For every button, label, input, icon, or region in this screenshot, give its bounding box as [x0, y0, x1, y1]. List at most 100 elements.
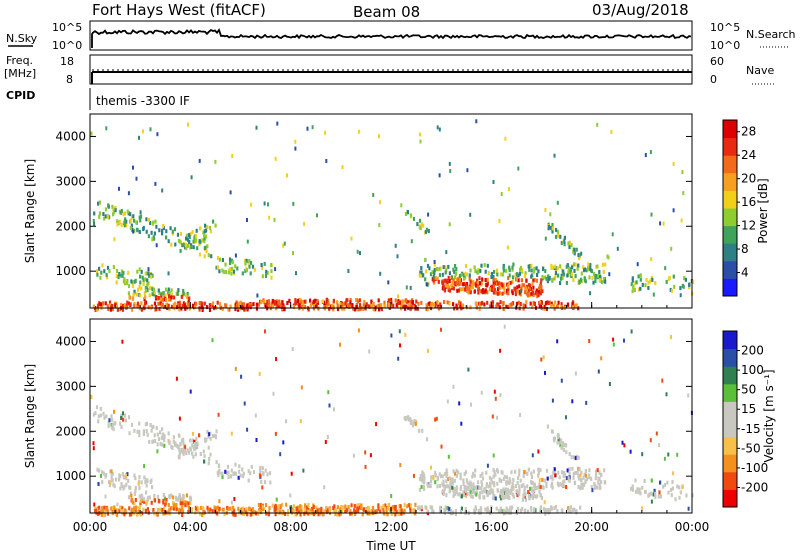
range-gate-cell — [539, 291, 542, 296]
range-gate-cell — [185, 500, 188, 505]
range-gate-cell — [687, 506, 690, 511]
range-gate-cell — [458, 492, 461, 497]
range-gate-cell — [250, 464, 253, 469]
range-gate-cell — [234, 512, 237, 517]
range-gate-cell — [114, 509, 117, 514]
range-gate-cell — [361, 512, 364, 517]
range-gate-cell — [315, 505, 318, 510]
range-gate-cell — [594, 275, 597, 280]
range-gate-cell — [267, 202, 269, 207]
range-gate-cell — [264, 503, 268, 507]
range-gate-cell — [183, 245, 187, 250]
range-gate-cell — [150, 500, 153, 505]
range-gate-cell — [636, 262, 639, 267]
range-gate-cell — [257, 508, 261, 513]
range-gate-cell — [462, 282, 465, 287]
range-gate-cell — [470, 402, 472, 407]
range-gate-cell — [234, 307, 237, 312]
range-gate-cell — [516, 285, 519, 290]
range-gate-cell — [537, 485, 540, 490]
range-gate-cell — [688, 285, 691, 290]
range-gate-cell — [120, 269, 124, 274]
range-gate-cell — [589, 266, 592, 271]
y-tick-label: 2000 — [55, 219, 86, 233]
range-gate-cell — [212, 219, 215, 224]
range-gate-cell — [408, 503, 411, 508]
range-gate-cell — [155, 511, 158, 516]
range-gate-cell — [474, 281, 477, 286]
range-gate-cell — [492, 290, 495, 295]
range-gate-cell — [279, 504, 282, 509]
range-gate-cell — [483, 263, 486, 268]
range-gate-cell — [288, 298, 291, 303]
range-gate-cell — [339, 302, 342, 306]
range-gate-cell — [181, 513, 184, 517]
range-gate-cell — [460, 506, 463, 511]
range-gate-cell — [153, 433, 156, 438]
range-gate-cell — [412, 216, 416, 221]
range-gate-cell — [502, 508, 505, 513]
range-gate-cell — [120, 222, 123, 227]
range-gate-cell — [183, 445, 187, 450]
range-gate-cell — [312, 300, 315, 304]
range-gate-cell — [216, 256, 220, 261]
range-gate-cell — [201, 513, 204, 517]
range-gate-cell — [454, 509, 458, 513]
range-gate-cell — [543, 500, 546, 505]
range-gate-cell — [113, 409, 116, 414]
range-gate-cell — [395, 303, 398, 308]
range-gate-cell — [259, 473, 262, 478]
range-gate-cell — [302, 468, 305, 473]
range-gate-cell — [333, 407, 335, 412]
range-gate-cell — [138, 433, 141, 438]
range-gate-cell — [530, 291, 533, 296]
range-gate-cell — [177, 455, 180, 459]
range-gate-cell — [107, 307, 110, 311]
range-gate-cell — [508, 281, 511, 286]
range-gate-cell — [292, 251, 294, 255]
range-gate-cell — [416, 222, 419, 227]
range-gate-cell — [568, 240, 571, 245]
range-gate-cell — [498, 218, 501, 223]
range-gate-cell — [548, 509, 551, 513]
range-gate-cell — [527, 490, 530, 495]
colorbar-segment — [723, 137, 737, 156]
range-gate-cell — [192, 245, 195, 250]
range-gate-cell — [562, 474, 565, 479]
range-gate-cell — [146, 282, 149, 287]
range-gate-cell — [138, 429, 141, 434]
range-gate-cell — [523, 470, 526, 474]
range-gate-cell — [475, 490, 478, 495]
range-gate-cell — [491, 480, 494, 485]
range-gate-cell — [123, 303, 126, 308]
range-gate-cell — [135, 220, 138, 225]
range-gate-cell — [138, 511, 141, 516]
y-tick-label: 2000 — [55, 424, 86, 438]
range-gate-cell — [557, 273, 560, 278]
range-gate-cell — [182, 452, 185, 457]
range-gate-cell — [549, 225, 552, 230]
range-gate-cell — [250, 202, 253, 207]
x-tick-label: 20:00 — [574, 520, 609, 534]
range-gate-cell — [460, 421, 463, 426]
range-gate-cell — [534, 291, 537, 296]
range-gate-cell — [512, 477, 515, 482]
range-gate-cell — [475, 492, 478, 497]
range-gate-cell — [404, 332, 407, 337]
range-gate-cell — [498, 305, 501, 310]
range-gate-cell — [133, 473, 136, 478]
range-gate-cell — [530, 494, 533, 499]
colorbar-frame — [722, 330, 738, 508]
colorbar-segment — [723, 331, 737, 350]
range-gate-cell — [140, 269, 143, 274]
range-gate-cell — [426, 263, 430, 268]
range-gate-cell — [577, 466, 580, 471]
range-gate-cell — [96, 506, 99, 511]
range-gate-cell — [601, 280, 604, 285]
range-gate-cell — [492, 453, 495, 458]
range-gate-cell — [438, 273, 441, 278]
range-gate-cell — [153, 493, 156, 498]
range-gate-cell — [255, 306, 259, 311]
range-gate-cell — [480, 301, 483, 306]
range-gate-cell — [238, 464, 241, 469]
